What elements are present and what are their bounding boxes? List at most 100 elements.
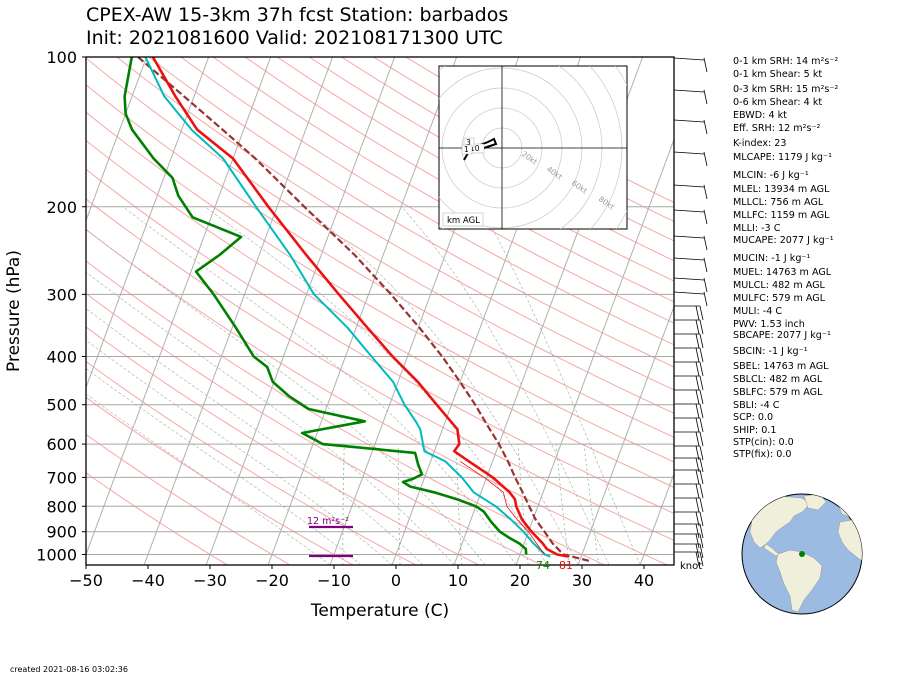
x-tick-label: −50	[69, 571, 103, 590]
wind-barb	[674, 361, 704, 377]
x-tick-label: 40	[634, 571, 654, 590]
hodograph-height-label: 3	[466, 138, 471, 147]
isotherm	[205, 57, 396, 565]
wind-barb	[673, 119, 708, 135]
y-tick-label: 400	[46, 348, 77, 367]
wind-barb	[674, 551, 704, 567]
stat-line: SBEL: 14763 m AGL	[733, 361, 829, 372]
wind-barb	[673, 209, 708, 225]
mixing-ratio-line	[555, 444, 570, 565]
moist-adiabat	[303, 206, 579, 565]
x-tick-label: 0	[391, 571, 401, 590]
isotherm	[577, 305, 674, 565]
isotherm	[143, 57, 334, 565]
stat-line: Eff. SRH: 12 m²s⁻²	[733, 123, 821, 134]
stat-line: SBCIN: -1 J kg⁻¹	[733, 346, 808, 357]
wind-barb	[674, 533, 704, 549]
isotherm	[267, 57, 458, 565]
hodograph-height-label: 1	[464, 145, 469, 154]
stat-line: 0-1 km SRH: 14 m²s⁻²	[733, 56, 839, 67]
mixing-ratio-line	[455, 444, 463, 565]
x-tick-label: −40	[131, 571, 165, 590]
dry-adiabat	[86, 168, 674, 514]
isotherm	[86, 57, 210, 389]
wind-barb	[673, 89, 708, 105]
stat-line: MLCIN: -6 J kg⁻¹	[733, 170, 809, 181]
hodograph-height-box	[461, 144, 473, 155]
plot-area	[86, 57, 674, 565]
dry-adiabat	[86, 84, 674, 438]
wind-barb	[674, 497, 704, 513]
wind-barb	[673, 184, 708, 200]
stat-line: EBWD: 4 kt	[733, 110, 787, 121]
y-tick-label: 500	[46, 396, 77, 415]
wind-barb	[674, 483, 704, 499]
stat-line: MULFC: 579 m AGL	[733, 293, 826, 304]
plot-frame	[85, 56, 675, 566]
y-tick-label: 800	[46, 497, 77, 516]
hodograph-label: km AGL	[447, 216, 480, 226]
wetbulb-line	[460, 461, 546, 555]
isotherm	[86, 57, 272, 556]
dry-adiabat	[86, 396, 354, 565]
wind-barb	[673, 277, 708, 293]
x-tick-label: 20	[510, 571, 530, 590]
surface-dewpoint-label: 74	[536, 559, 550, 572]
mixing-ratio-line	[397, 444, 401, 565]
x-tick-label: 30	[572, 571, 592, 590]
stat-line: MULCL: 482 m AGL	[733, 280, 825, 291]
dry-adiabat	[86, 111, 674, 463]
stat-line: MLCAPE: 1179 J kg⁻¹	[733, 152, 832, 163]
dry-adiabat	[86, 472, 228, 565]
x-tick-label: −30	[193, 571, 227, 590]
wind-barb	[673, 57, 708, 73]
stat-line: STP(cin): 0.0	[733, 437, 794, 448]
dry-adiabat	[86, 139, 674, 488]
wind-barb	[674, 417, 704, 433]
stat-line: SBLI: -4 C	[733, 400, 780, 411]
stat-line: 0-1 km Shear: 5 kt	[733, 69, 823, 80]
chart-title-line1: CPEX-AW 15-3km 37h fcst Station: barbado…	[86, 4, 509, 26]
hodograph-height-label: 10	[470, 144, 480, 153]
stat-line: MLEL: 13934 m AGL	[733, 184, 830, 195]
mixing-ratio-line	[342, 444, 345, 565]
stat-line: MUEL: 14763 m AGL	[733, 267, 832, 278]
dry-adiabat	[86, 57, 674, 414]
wind-barb	[674, 347, 704, 363]
moist-adiabat	[86, 308, 424, 565]
dry-adiabat	[86, 292, 542, 565]
isotherm	[86, 57, 148, 222]
y-tick-label: 900	[46, 523, 77, 542]
x-tick-label: −10	[317, 571, 351, 590]
dry-adiabat	[86, 228, 668, 565]
wind-barb	[674, 319, 704, 335]
green-trace-line	[123, 57, 528, 555]
wind-barb	[673, 291, 708, 307]
x-axis-label: Temperature (C)	[310, 601, 449, 621]
station-marker	[799, 551, 805, 557]
wind-barb	[673, 151, 708, 167]
isotherm	[639, 472, 674, 565]
stat-line: K-index: 23	[733, 138, 787, 149]
dry-adiabat	[244, 57, 674, 303]
wind-barb	[674, 389, 704, 405]
srh-bar-label: 12 m²s⁻²	[307, 516, 349, 527]
stat-line: MULI: -4 C	[733, 306, 783, 317]
moist-adiabat	[86, 393, 331, 565]
y-tick-label: 600	[46, 435, 77, 454]
chart-title-line2: Init: 2021081600 Valid: 202108171300 UTC	[86, 27, 503, 49]
wind-barb	[674, 523, 704, 539]
x-tick-label: 10	[448, 571, 468, 590]
wind-barb	[674, 305, 704, 321]
stat-line: STP(fix): 0.0	[733, 449, 792, 460]
wind-barb	[674, 431, 704, 447]
y-tick-label: 700	[46, 468, 77, 487]
y-tick-label: 1000	[36, 545, 77, 564]
dry-adiabat	[86, 433, 291, 565]
y-axis-label: Pressure (hPa)	[4, 250, 24, 372]
wind-unit-label: knot	[680, 561, 702, 572]
stat-line: SBCAPE: 2077 J kg⁻¹	[733, 330, 831, 341]
wind-barb	[674, 403, 704, 419]
dry-adiabat	[180, 57, 674, 346]
